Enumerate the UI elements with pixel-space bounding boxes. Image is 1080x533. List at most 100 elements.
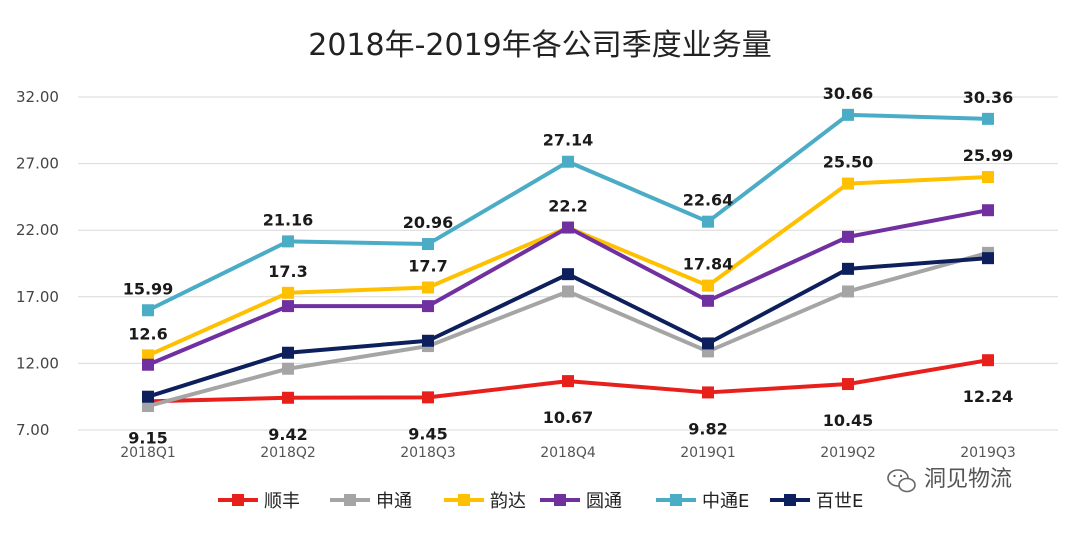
data-point — [982, 252, 994, 265]
legend-label: 申通 — [376, 491, 412, 512]
x-tick-label: 2018Q4 — [540, 445, 596, 461]
legend-item: 圆通 — [540, 491, 622, 512]
series-4 — [142, 108, 994, 317]
data-point — [282, 235, 294, 248]
data-point — [142, 400, 154, 413]
y-tick-label: 17.00 — [16, 288, 59, 306]
data-point — [842, 230, 854, 243]
data-label: 12.24 — [963, 387, 1014, 406]
data-point — [702, 337, 714, 350]
data-point — [142, 304, 154, 317]
y-tick-label: 22.00 — [16, 221, 59, 239]
data-point — [702, 294, 714, 307]
legend: 顺丰 申通 韵达 圆通 中通E 百世E — [218, 491, 863, 512]
y-tick-label: 32.00 — [16, 88, 59, 106]
series-5 — [142, 252, 994, 403]
data-point — [142, 390, 154, 403]
data-label: 9.45 — [408, 424, 447, 443]
data-label: 10.45 — [823, 411, 874, 430]
data-point — [422, 300, 434, 313]
series-lines — [142, 108, 994, 413]
legend-label: 顺丰 — [264, 491, 300, 512]
data-point — [562, 221, 574, 234]
data-point — [562, 268, 574, 281]
series-3 — [142, 204, 994, 371]
data-point — [842, 262, 854, 275]
series-0 — [142, 354, 994, 408]
y-tick-label: 27.00 — [16, 155, 59, 173]
data-label: 22.2 — [548, 197, 587, 216]
data-label: 15.99 — [123, 279, 174, 298]
legend-label: 韵达 — [490, 491, 526, 512]
legend-item: 韵达 — [444, 491, 526, 512]
data-point — [282, 346, 294, 359]
y-axis-ticks: 7.00 12.00 17.00 22.00 27.00 32.00 — [16, 88, 59, 439]
y-tick-label: 7.00 — [16, 421, 49, 439]
legend-label: 中通E — [702, 491, 749, 512]
data-point — [842, 108, 854, 121]
data-label: 17.3 — [268, 262, 307, 281]
data-label: 30.66 — [823, 84, 874, 103]
watermark: 洞见物流 — [887, 467, 1012, 493]
y-tick-label: 12.00 — [16, 354, 59, 372]
data-point — [702, 386, 714, 399]
data-label: 9.42 — [268, 425, 307, 444]
x-tick-label: 2019Q1 — [680, 445, 736, 461]
watermark-text: 洞见物流 — [924, 467, 1012, 492]
legend-swatch-marker — [458, 494, 470, 506]
data-label: 22.64 — [683, 191, 734, 210]
data-point — [422, 281, 434, 294]
data-label: 20.96 — [403, 213, 454, 232]
data-point — [842, 378, 854, 391]
legend-item: 百世E — [770, 491, 863, 512]
data-point — [562, 285, 574, 298]
x-tick-label: 2019Q3 — [960, 445, 1016, 461]
x-tick-label: 2019Q2 — [820, 445, 876, 461]
x-axis-ticks: 2018Q1 2018Q2 2018Q3 2018Q4 2019Q1 2019Q2 2019… — [120, 445, 1016, 461]
series-1 — [142, 246, 994, 413]
x-tick-label: 2018Q2 — [260, 445, 316, 461]
data-point — [142, 349, 154, 362]
legend-swatch-marker — [670, 494, 682, 506]
data-label: 25.50 — [823, 153, 874, 172]
data-label: 12.6 — [128, 324, 167, 343]
data-point — [982, 204, 994, 217]
legend-item: 申通 — [330, 491, 412, 512]
legend-swatch-marker — [344, 494, 356, 506]
data-point — [842, 285, 854, 298]
data-point — [982, 171, 994, 184]
legend-swatch-marker — [784, 494, 796, 506]
data-point — [282, 286, 294, 299]
legend-swatch-marker — [232, 494, 244, 506]
legend-swatch-marker — [554, 494, 566, 506]
data-label: 17.84 — [683, 255, 734, 274]
legend-label: 圆通 — [586, 491, 622, 512]
data-point — [562, 375, 574, 388]
data-label: 25.99 — [963, 146, 1014, 165]
data-label: 27.14 — [543, 131, 594, 150]
data-point — [702, 279, 714, 292]
data-label: 9.15 — [128, 428, 167, 447]
data-point — [282, 362, 294, 375]
data-label: 30.36 — [963, 88, 1014, 107]
data-point — [702, 215, 714, 228]
legend-item: 中通E — [656, 491, 749, 512]
legend-label: 百世E — [816, 491, 863, 512]
data-labels: 9.15 9.42 9.45 10.67 9.82 10.45 12.24 12.6 17.3 1… — [123, 84, 1014, 448]
x-tick-label: 2018Q3 — [400, 445, 456, 461]
wechat-icon — [887, 469, 916, 493]
data-point — [282, 300, 294, 313]
data-point — [422, 334, 434, 347]
data-point — [982, 112, 994, 125]
chart-title: 2018年-2019年各公司季度业务量 — [308, 28, 772, 63]
data-point — [282, 391, 294, 404]
x-tick-label: 2018Q1 — [120, 445, 176, 461]
data-point — [982, 354, 994, 367]
data-point — [562, 155, 574, 168]
data-label: 21.16 — [263, 210, 314, 229]
data-label: 17.7 — [408, 256, 447, 275]
data-point — [422, 391, 434, 404]
data-point — [422, 238, 434, 251]
data-label: 9.82 — [688, 419, 727, 438]
